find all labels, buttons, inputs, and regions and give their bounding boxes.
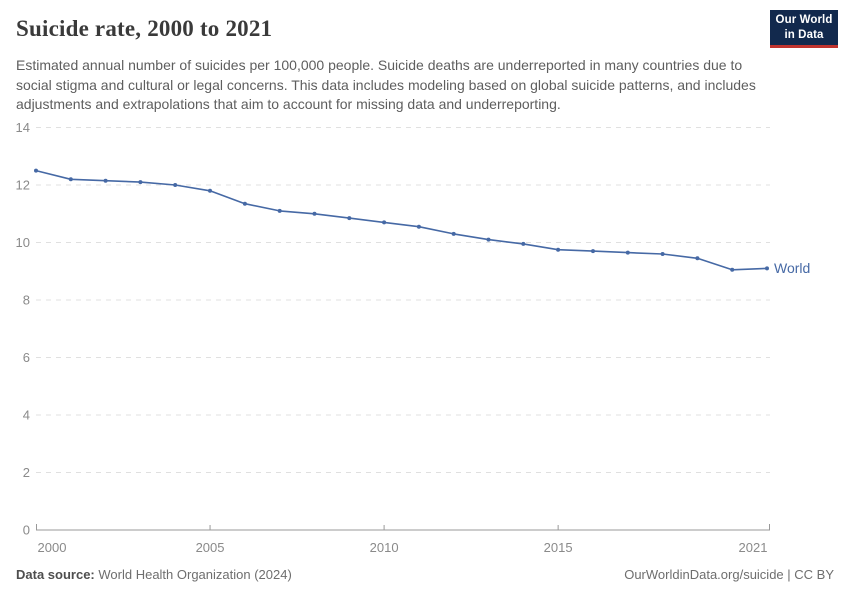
chart-canvas[interactable]: 0 2 4 6 8 10 12 14 2000 2005 2010 2015 2021 World: [0, 115, 850, 560]
owid-logo-line2: in Data: [784, 28, 824, 41]
world-series-line[interactable]: [35, 169, 768, 271]
data-point[interactable]: [103, 178, 108, 183]
y-tick-label: 2: [23, 465, 30, 480]
data-source-label: Data source:: [16, 567, 95, 582]
owid-logo[interactable]: Our World in Data: [770, 10, 838, 48]
owid-logo-line1: Our World: [775, 14, 833, 27]
y-tick-label: 12: [16, 178, 30, 193]
data-point[interactable]: [625, 250, 630, 255]
data-point[interactable]: [68, 177, 73, 182]
credit-link[interactable]: OurWorldinData.org/suicide | CC BY: [624, 567, 834, 582]
y-tick-label: 8: [23, 293, 30, 308]
data-point[interactable]: [34, 168, 38, 173]
data-point[interactable]: [556, 247, 561, 252]
x-tick-label: 2000: [38, 540, 67, 555]
chart-footer: Data source: World Health Organization (…: [0, 567, 850, 582]
series-end-label[interactable]: World: [774, 260, 810, 276]
data-point[interactable]: [416, 224, 421, 229]
y-tick-label: 6: [23, 350, 30, 365]
x-tick-label: 2021: [739, 540, 768, 555]
data-point[interactable]: [138, 180, 143, 185]
y-tick-label: 14: [16, 120, 30, 135]
data-point[interactable]: [382, 220, 387, 225]
data-point[interactable]: [765, 266, 769, 271]
x-tick-label: 2005: [196, 540, 225, 555]
data-point[interactable]: [347, 216, 352, 221]
data-point[interactable]: [242, 201, 247, 206]
data-point[interactable]: [208, 188, 212, 193]
data-point[interactable]: [660, 252, 665, 256]
data-point[interactable]: [451, 231, 456, 236]
data-point[interactable]: [486, 237, 491, 242]
x-tick-label: 2015: [544, 540, 573, 555]
data-source: Data source: World Health Organization (…: [16, 567, 292, 582]
chart-subtitle: Estimated annual number of suicides per …: [16, 57, 756, 113]
data-point[interactable]: [695, 256, 700, 261]
y-tick-label: 10: [16, 235, 30, 250]
data-point[interactable]: [277, 208, 282, 213]
data-point[interactable]: [312, 211, 317, 216]
y-tick-label: 4: [23, 408, 30, 423]
x-tick-label: 2010: [370, 540, 399, 555]
data-point[interactable]: [730, 267, 735, 272]
chart-title: Suicide rate, 2000 to 2021: [16, 16, 273, 41]
data-source-value: World Health Organization (2024): [98, 567, 292, 582]
data-point[interactable]: [521, 241, 526, 246]
data-point[interactable]: [173, 183, 178, 187]
y-tick-label: 0: [23, 523, 30, 538]
data-point[interactable]: [591, 249, 595, 254]
